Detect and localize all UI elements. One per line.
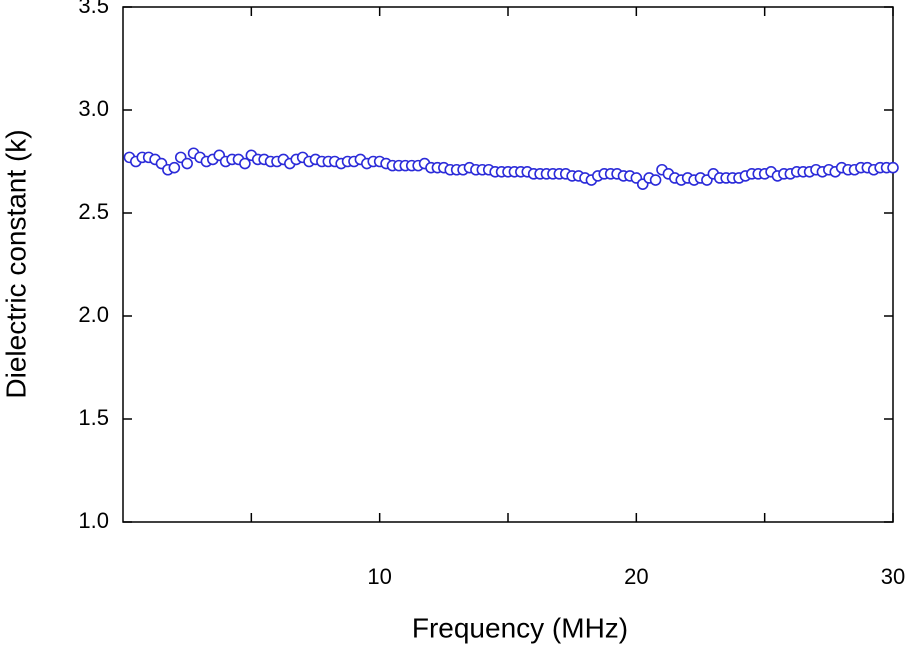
y-tick-label: 3.5 bbox=[78, 0, 109, 18]
y-axis-title: Dielectric constant (k) bbox=[0, 129, 31, 398]
x-tick-label: 10 bbox=[367, 564, 391, 589]
data-point bbox=[887, 161, 899, 174]
data-point bbox=[649, 174, 662, 186]
y-tick-label: 2.0 bbox=[78, 302, 109, 327]
y-tick-label: 3.0 bbox=[78, 96, 109, 121]
data-point bbox=[168, 161, 181, 174]
data-point bbox=[181, 157, 193, 170]
plot-frame bbox=[122, 6, 894, 523]
y-tick-label: 1.0 bbox=[78, 508, 109, 533]
x-tick-label: 30 bbox=[881, 564, 905, 589]
y-tick-label: 2.5 bbox=[78, 199, 109, 224]
x-tick-label: 20 bbox=[624, 564, 648, 589]
x-axis-title: Frequency (MHz) bbox=[412, 612, 628, 643]
y-tick-label: 1.5 bbox=[78, 405, 109, 430]
data-point bbox=[239, 157, 251, 170]
